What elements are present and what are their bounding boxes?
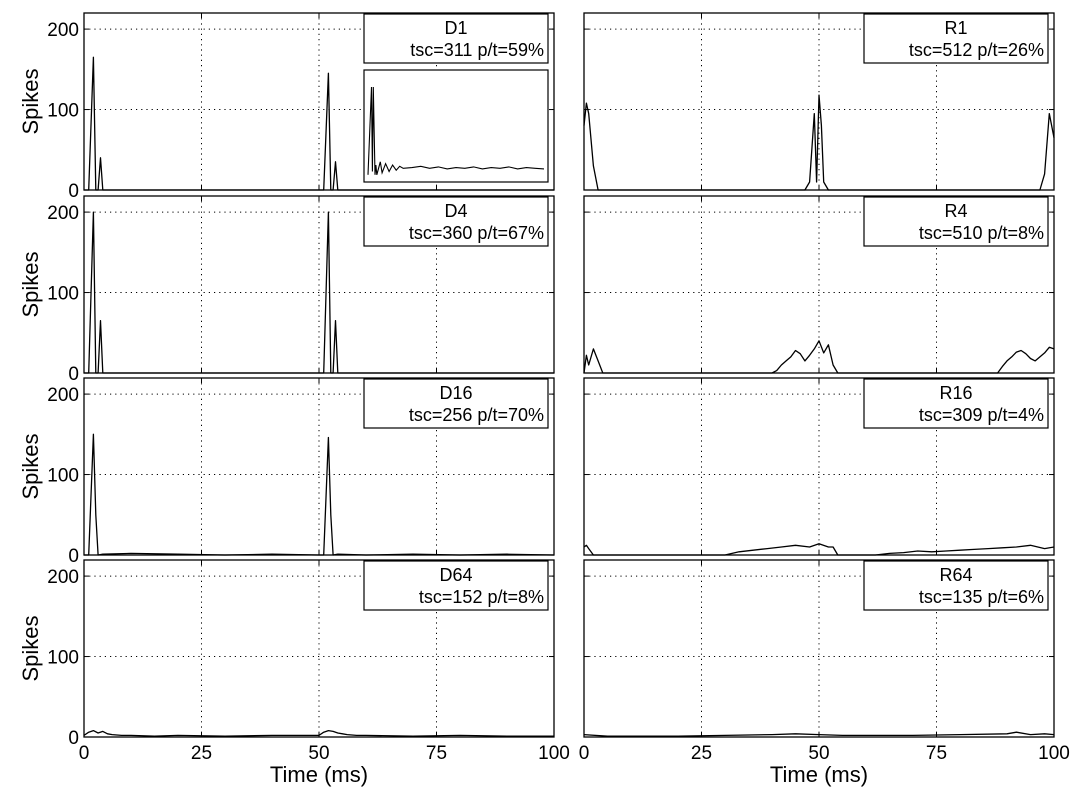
panel-stats: tsc=135 p/t=6% <box>919 587 1044 607</box>
y-tick-label: 0 <box>68 364 79 385</box>
y-tick-label: 100 <box>47 466 79 487</box>
y-axis-label: Spikes <box>18 68 43 134</box>
panel-stats: tsc=152 p/t=8% <box>419 587 544 607</box>
legend-box <box>863 13 1049 64</box>
x-tick-label: 25 <box>191 743 212 764</box>
y-tick-label: 200 <box>47 385 79 406</box>
panel-label: R4 <box>944 201 967 221</box>
y-tick-label: 0 <box>68 728 79 749</box>
panel-label: R16 <box>939 383 972 403</box>
inset-box <box>363 69 549 183</box>
axes-box <box>583 12 1055 191</box>
panel-stats: tsc=510 p/t=8% <box>919 223 1044 243</box>
x-tick-label: 100 <box>538 743 570 764</box>
x-tick-label: 100 <box>1038 743 1070 764</box>
axes-box <box>583 559 1055 738</box>
x-tick-label: 50 <box>808 743 829 764</box>
panel-stats: tsc=512 p/t=26% <box>909 40 1044 60</box>
x-tick-label: 50 <box>308 743 329 764</box>
legend-box <box>363 13 549 64</box>
legend-box <box>363 196 549 247</box>
y-tick-label: 0 <box>68 546 79 567</box>
panel-stats: tsc=309 p/t=4% <box>919 405 1044 425</box>
y-tick-label: 200 <box>47 203 79 224</box>
panel-label: D1 <box>444 18 467 38</box>
panel-stats: tsc=256 p/t=70% <box>409 405 544 425</box>
y-axis-label: Spikes <box>18 615 43 681</box>
series-line-r64 <box>583 731 1055 737</box>
legend-box <box>863 560 1049 611</box>
y-axis-label: Spikes <box>18 433 43 499</box>
x-tick-label: 0 <box>79 743 90 764</box>
x-tick-label: 75 <box>426 743 447 764</box>
y-tick-label: 100 <box>47 648 79 669</box>
legend-box <box>363 378 549 429</box>
x-axis-label: Time (ms) <box>270 762 368 787</box>
axes-box <box>83 12 555 191</box>
x-tick-label: 25 <box>691 743 712 764</box>
panel-label: D16 <box>439 383 472 403</box>
legend-box <box>363 560 549 611</box>
panel-label: D64 <box>439 565 472 585</box>
axes-box <box>583 377 1055 556</box>
axes-box <box>583 195 1055 374</box>
panel-label: R1 <box>944 18 967 38</box>
panel-stats: tsc=360 p/t=67% <box>409 223 544 243</box>
axes-box <box>83 559 555 738</box>
y-tick-label: 100 <box>47 284 79 305</box>
y-axis-label: Spikes <box>18 251 43 317</box>
y-tick-label: 200 <box>47 567 79 588</box>
inset-line <box>367 86 545 175</box>
x-axis-label: Time (ms) <box>770 762 868 787</box>
panel-label: R64 <box>939 565 972 585</box>
legend-box <box>863 196 1049 247</box>
y-tick-label: 0 <box>68 181 79 202</box>
y-tick-label: 100 <box>47 101 79 122</box>
panel-stats: tsc=311 p/t=59% <box>410 40 544 60</box>
panel-label: D4 <box>444 201 467 221</box>
legend-box <box>863 378 1049 429</box>
x-tick-label: 75 <box>926 743 947 764</box>
axes-box <box>83 195 555 374</box>
series-line-d64 <box>83 729 554 737</box>
x-tick-label: 0 <box>579 743 590 764</box>
y-tick-label: 200 <box>47 20 79 41</box>
axes-box <box>83 377 555 556</box>
